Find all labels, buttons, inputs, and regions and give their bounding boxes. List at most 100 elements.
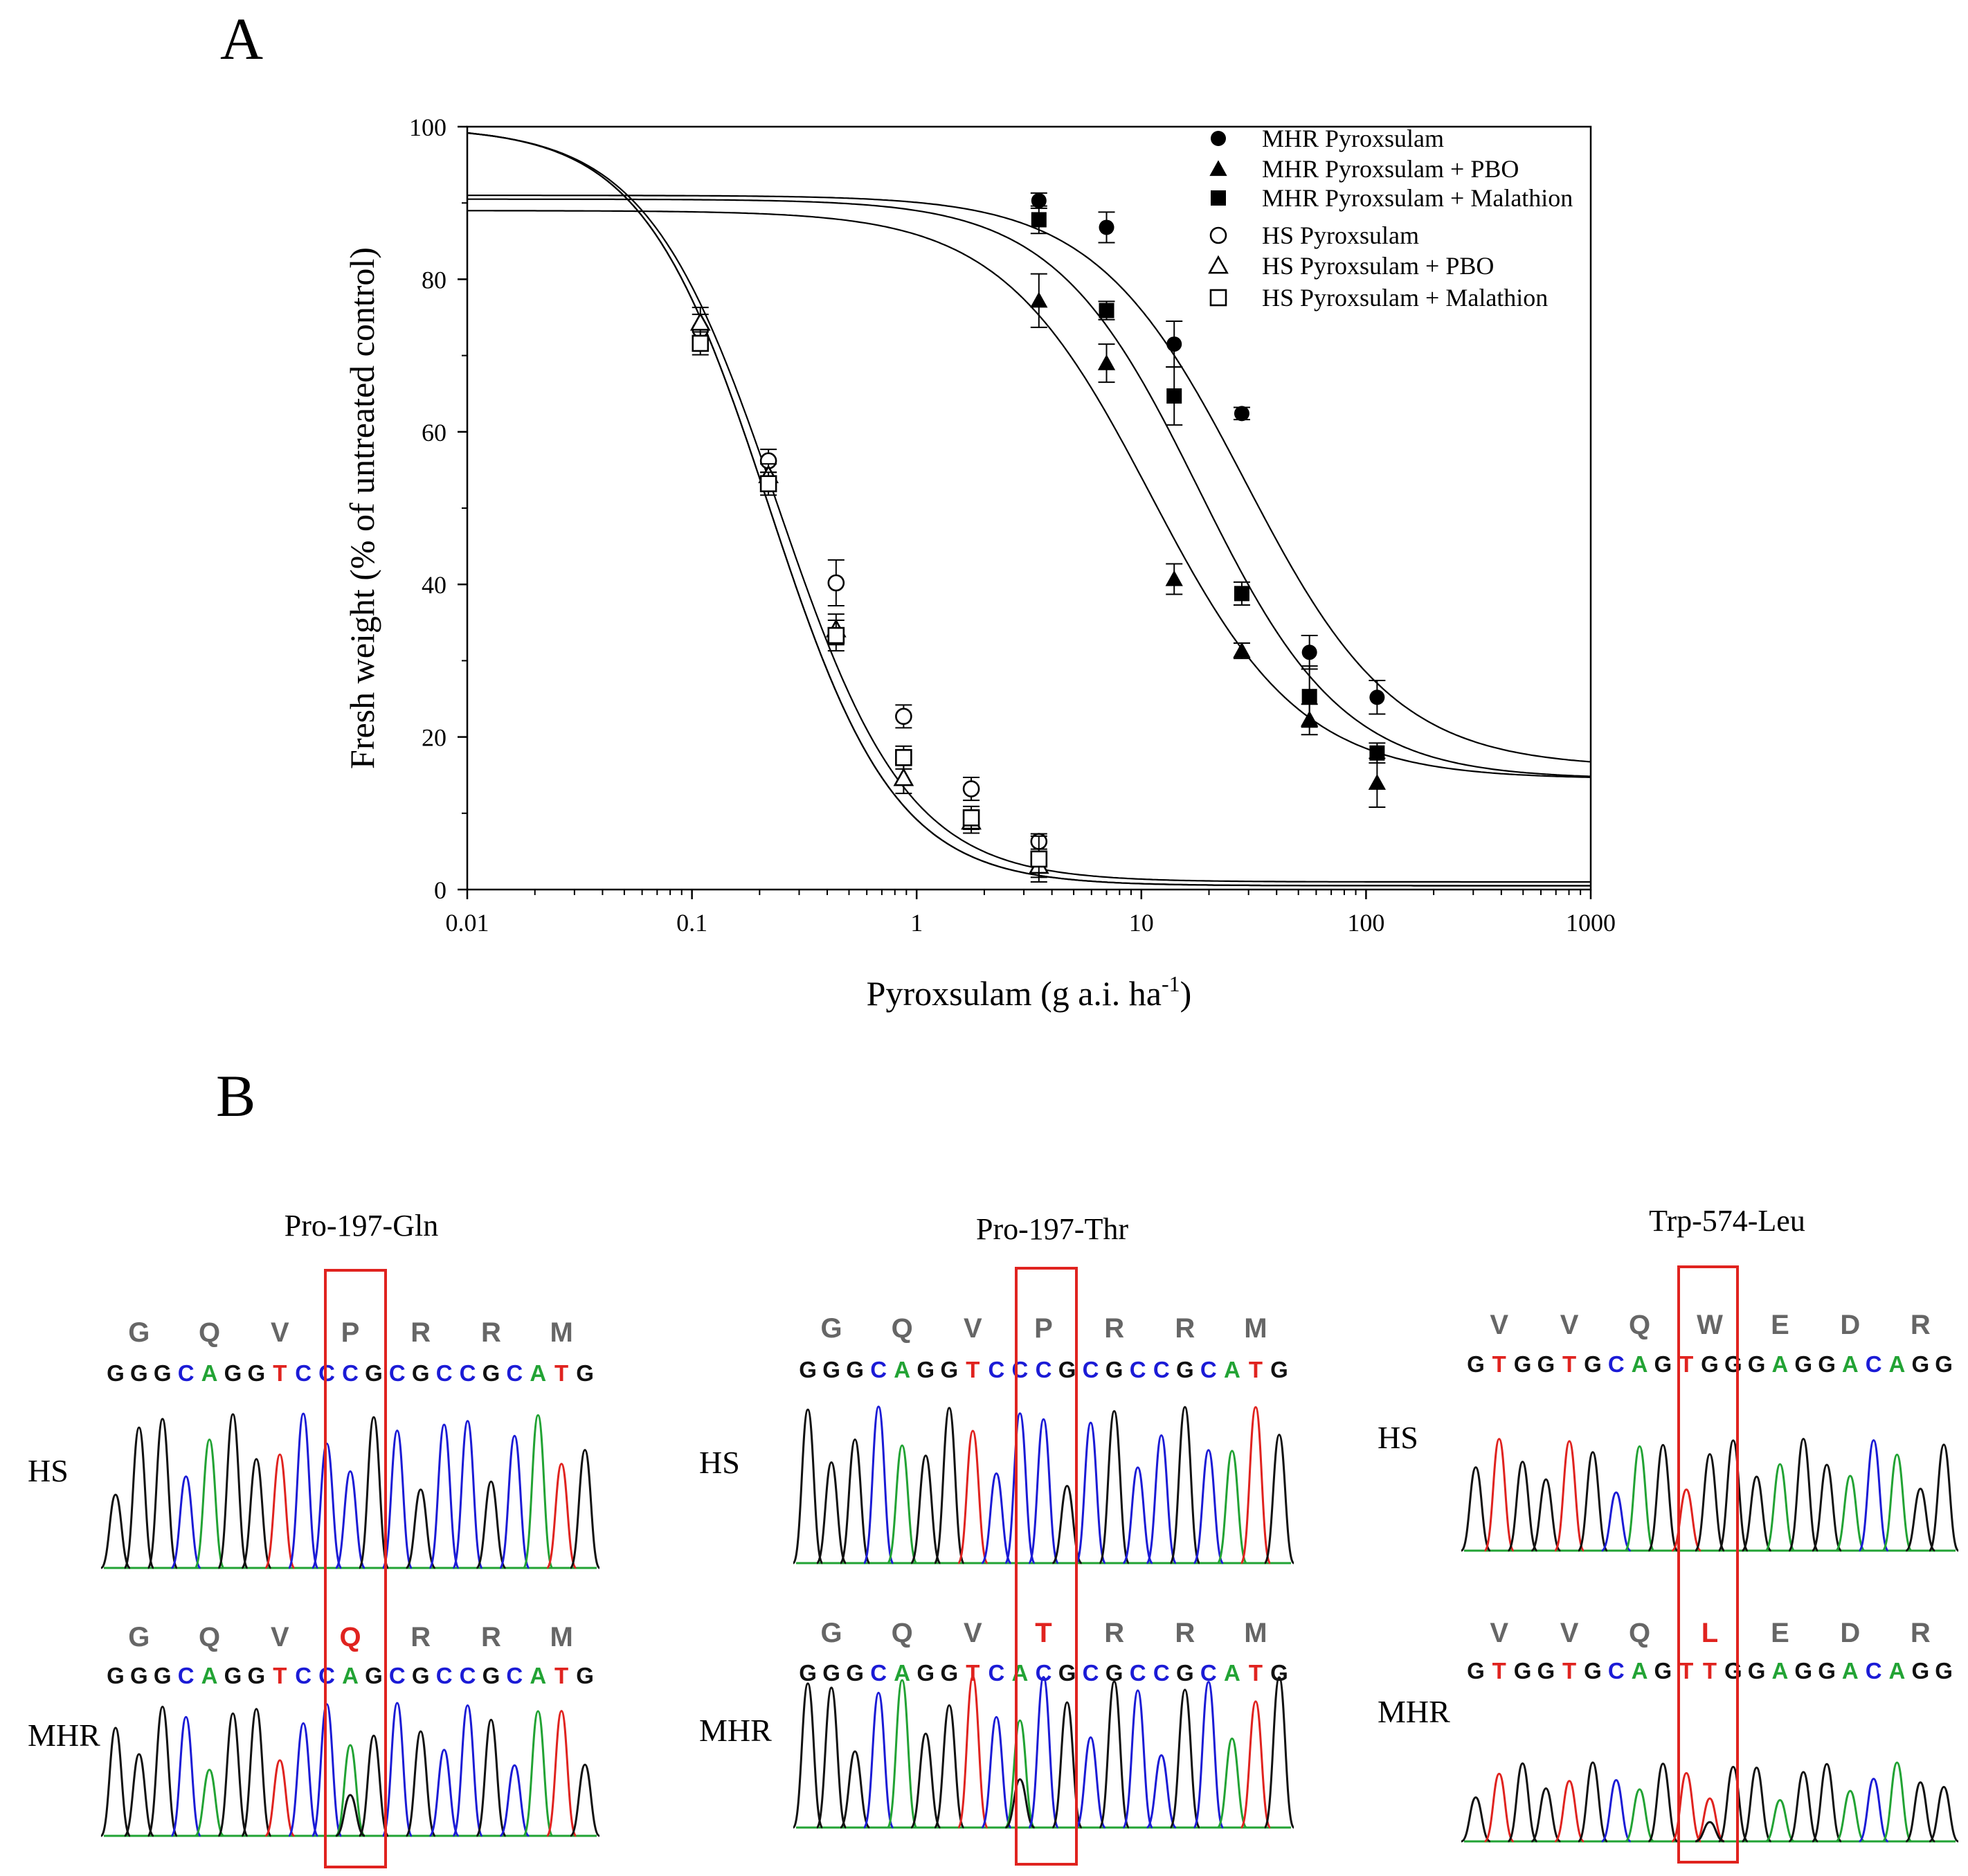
x-tick-label: 0.1 bbox=[676, 909, 707, 937]
nucleotide: G bbox=[107, 1663, 125, 1688]
amino-acid: Q bbox=[199, 1622, 220, 1652]
nucleotide: A bbox=[894, 1357, 910, 1382]
nucleotide: A bbox=[894, 1660, 910, 1686]
nucleotide: A bbox=[1772, 1658, 1789, 1684]
trace-peak bbox=[569, 1449, 601, 1569]
trace-peak bbox=[147, 1418, 179, 1569]
trace-peak bbox=[1075, 1736, 1107, 1829]
data-point bbox=[1166, 388, 1182, 404]
amino-acid: R bbox=[1911, 1310, 1931, 1340]
nucleotide: G bbox=[1176, 1357, 1194, 1382]
amino-acid: W bbox=[1697, 1310, 1723, 1340]
trace-peak bbox=[1717, 1439, 1749, 1552]
nucleotide: C bbox=[295, 1360, 312, 1386]
nucleotide: A bbox=[530, 1360, 546, 1386]
nucleotide: A bbox=[1772, 1351, 1789, 1377]
nucleotide: C bbox=[988, 1660, 1004, 1686]
amino-acid: V bbox=[271, 1317, 289, 1348]
nucleotide: G bbox=[1911, 1351, 1929, 1377]
trace-peak bbox=[980, 1472, 1012, 1564]
nucleotide: G bbox=[822, 1357, 840, 1382]
nucleotide: C bbox=[436, 1360, 453, 1386]
trace-peak bbox=[863, 1405, 894, 1564]
nucleotide: T bbox=[1492, 1351, 1506, 1377]
trace-peak bbox=[381, 1429, 413, 1569]
trace-peak bbox=[1600, 1779, 1632, 1843]
trace-peak bbox=[1483, 1772, 1515, 1843]
nucleotide: G bbox=[822, 1660, 840, 1686]
mutation-highlight-box bbox=[1015, 1267, 1078, 1866]
trace-peak bbox=[792, 1408, 824, 1564]
trace-peak bbox=[1741, 1766, 1773, 1843]
nucleotide: G bbox=[846, 1357, 864, 1382]
mutant-amino-acid: T bbox=[1035, 1618, 1051, 1648]
trace-peak bbox=[957, 1429, 988, 1564]
nucleotide: G bbox=[940, 1357, 958, 1382]
nucleotide: G bbox=[1514, 1351, 1532, 1377]
trace-peak bbox=[522, 1710, 554, 1837]
nucleotide: T bbox=[1562, 1351, 1576, 1377]
amino-acid: P bbox=[1034, 1313, 1053, 1344]
data-point bbox=[1165, 570, 1183, 586]
trace-peak bbox=[1263, 1434, 1295, 1564]
amino-acid: D bbox=[1840, 1618, 1860, 1648]
trace-peak bbox=[475, 1718, 507, 1837]
amino-acid: V bbox=[1560, 1618, 1579, 1648]
nucleotide: T bbox=[1492, 1658, 1506, 1684]
legend-label: MHR Pyroxsulam + Malathion bbox=[1262, 184, 1573, 212]
nucleotide: G bbox=[1058, 1660, 1076, 1686]
amino-acid: Q bbox=[199, 1317, 220, 1348]
plot-frame bbox=[466, 125, 1592, 891]
amino-acid: V bbox=[1490, 1310, 1508, 1340]
trace-peak bbox=[1216, 1450, 1248, 1564]
nucleotide: T bbox=[966, 1357, 980, 1382]
trace-peak bbox=[147, 1705, 179, 1837]
amino-acid: V bbox=[964, 1618, 982, 1648]
nucleotide: G bbox=[1818, 1658, 1836, 1684]
trace-peak bbox=[287, 1412, 319, 1569]
mhr-row-label: MHR bbox=[699, 1713, 772, 1748]
nucleotide: G bbox=[1724, 1351, 1742, 1377]
nucleotide: C bbox=[178, 1663, 195, 1688]
nucleotide: C bbox=[870, 1660, 887, 1686]
trace-peak bbox=[100, 1726, 132, 1837]
nucleotide: G bbox=[154, 1663, 172, 1688]
nucleotide: G bbox=[940, 1660, 958, 1686]
hs-row-label: HS bbox=[699, 1445, 740, 1480]
nucleotide: A bbox=[201, 1360, 218, 1386]
nucleotide: A bbox=[201, 1663, 218, 1688]
trace-peak bbox=[452, 1704, 484, 1837]
data-point bbox=[962, 809, 980, 827]
trace-peak bbox=[170, 1715, 202, 1837]
nucleotide: C bbox=[389, 1663, 406, 1688]
amino-acid: R bbox=[410, 1317, 431, 1348]
data-point bbox=[827, 574, 845, 592]
trace-peak bbox=[1834, 1474, 1866, 1552]
nucleotide: C bbox=[988, 1357, 1004, 1382]
trace-peak bbox=[1671, 1488, 1701, 1552]
secondary-peak bbox=[1695, 1821, 1725, 1843]
trace-peak bbox=[863, 1691, 894, 1829]
nucleotide: C bbox=[318, 1663, 335, 1688]
trace-peak bbox=[1099, 1410, 1130, 1564]
nucleotide: C bbox=[389, 1360, 406, 1386]
trace-peak bbox=[405, 1730, 437, 1837]
mhr-row-label: MHR bbox=[28, 1717, 100, 1753]
nucleotide: G bbox=[1176, 1660, 1194, 1686]
fit-curve bbox=[467, 198, 1591, 777]
secondary-peak bbox=[1004, 1778, 1036, 1829]
nucleotide: T bbox=[554, 1663, 568, 1688]
nucleotide: C bbox=[1083, 1660, 1099, 1686]
nucleotide: G bbox=[224, 1360, 242, 1386]
trace-peak bbox=[1835, 1789, 1866, 1843]
trace-peak bbox=[1240, 1406, 1272, 1564]
trace-peak bbox=[1695, 1797, 1725, 1843]
trace-peak bbox=[1193, 1681, 1225, 1829]
nucleotide: G bbox=[576, 1663, 594, 1688]
trace-peak bbox=[287, 1722, 319, 1837]
x-axis-label-main: Pyroxsulam (g a.i. ha bbox=[867, 974, 1162, 1013]
trace-peak bbox=[1169, 1688, 1201, 1829]
nucleotide: G bbox=[1794, 1351, 1812, 1377]
